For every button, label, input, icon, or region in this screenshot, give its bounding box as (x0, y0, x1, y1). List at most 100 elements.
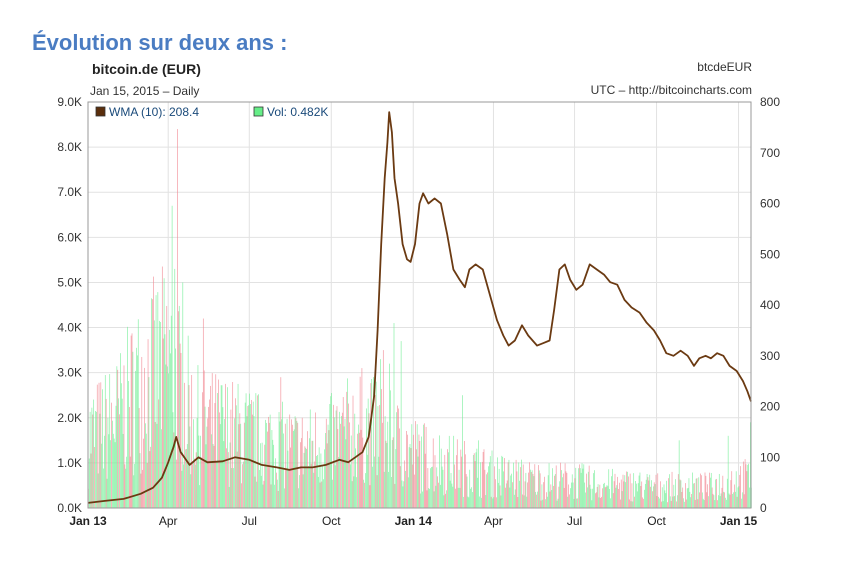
y-left-tick-label: 4.0K (57, 321, 82, 335)
volume-bar (274, 484, 275, 508)
volume-bar (558, 486, 560, 508)
volume-bar (218, 379, 219, 508)
volume-bar (108, 434, 110, 508)
volume-bar (280, 377, 282, 508)
volume-bar (499, 485, 501, 508)
volume-bar (215, 374, 217, 508)
volume-bar (628, 476, 629, 508)
volume-bar (729, 494, 731, 508)
volume-bar (244, 402, 246, 508)
volume-bar (146, 462, 148, 508)
volume-bar (102, 389, 103, 508)
volume-bar (521, 459, 522, 508)
volume-bar (223, 441, 225, 508)
volume-bar (212, 444, 214, 508)
y-right-tick-label: 100 (760, 450, 780, 464)
volume-bar (475, 452, 477, 508)
volume-bar (657, 473, 659, 508)
volume-bar (187, 335, 189, 508)
volume-bar (241, 483, 242, 508)
volume-bar (639, 472, 641, 508)
volume-bar (589, 484, 591, 508)
volume-bar (651, 480, 652, 508)
volume-bar (429, 488, 430, 508)
volume-bar (556, 500, 558, 508)
x-tick-label: Jan 15 (720, 514, 758, 528)
volume-bar (224, 419, 226, 508)
volume-bar (331, 393, 332, 508)
volume-bar (597, 484, 599, 508)
volume-bar (197, 365, 199, 508)
volume-bar (474, 461, 476, 508)
volume-bar (113, 438, 115, 508)
volume-bar (240, 423, 242, 508)
volume-bar (391, 440, 393, 508)
volume-bar (335, 410, 337, 508)
volume-bar (513, 462, 514, 508)
volume-bar (296, 420, 298, 508)
volume-bar (304, 446, 306, 508)
plot-frame (87, 101, 752, 509)
volume-bar (677, 474, 679, 508)
volume-bar (638, 475, 640, 508)
volume-bar (426, 490, 428, 508)
volume-bar (369, 485, 371, 508)
volume-bar (177, 129, 178, 508)
volume-bar (563, 487, 565, 508)
y-left-tick-label: 8.0K (57, 140, 82, 154)
volume-bar (725, 497, 726, 508)
volume-bar (97, 473, 99, 508)
volume-bars (88, 129, 752, 508)
volume-bar (602, 488, 603, 508)
volume-bar (248, 405, 250, 508)
y-right-tick-label: 0 (760, 501, 767, 515)
volume-bar (381, 389, 382, 508)
volume-bar (730, 480, 732, 508)
volume-bar (185, 449, 186, 508)
volume-bar (452, 486, 454, 508)
y-left-tick-label: 7.0K (57, 185, 82, 199)
volume-bar (382, 422, 383, 508)
volume-bar (259, 469, 260, 508)
volume-bar (341, 416, 342, 508)
wma-line (87, 111, 752, 504)
volume-bar (662, 501, 664, 508)
volume-bar (676, 501, 677, 508)
volume-bar (337, 429, 339, 508)
volume-bar (322, 465, 324, 508)
volume-bar (103, 468, 104, 508)
volume-bar (117, 369, 119, 508)
volume-bar (641, 481, 643, 508)
volume-bar (595, 492, 597, 508)
volume-bar (294, 416, 296, 508)
volume-bar (386, 442, 388, 508)
volume-bar (700, 473, 701, 508)
volume-bar (544, 476, 545, 508)
volume-bar (571, 474, 573, 508)
volume-bar (549, 491, 551, 508)
volume-bar (473, 453, 475, 508)
volume-bar (340, 423, 341, 508)
volume-bar (100, 382, 102, 508)
volume-bar (157, 292, 159, 508)
volume-bar (665, 493, 667, 508)
volume-bar (495, 479, 496, 508)
volume-bar (178, 311, 179, 508)
volume-bar (251, 399, 252, 508)
volume-bar (678, 440, 680, 508)
volume-bar (567, 496, 569, 508)
volume-bar (469, 469, 471, 508)
volume-bar (550, 484, 552, 508)
volume-bar (519, 480, 520, 508)
volume-bar (181, 470, 183, 508)
volume-bar (693, 483, 695, 508)
volume-bar (316, 455, 317, 508)
volume-bar (387, 421, 389, 508)
volume-bar (415, 421, 416, 508)
volume-bar (689, 491, 691, 508)
volume-bar (290, 447, 291, 508)
y-right-tick-label: 300 (760, 349, 780, 363)
y-right-tick-label: 800 (760, 95, 780, 109)
volume-bar (644, 483, 646, 508)
volume-bar (492, 498, 494, 508)
